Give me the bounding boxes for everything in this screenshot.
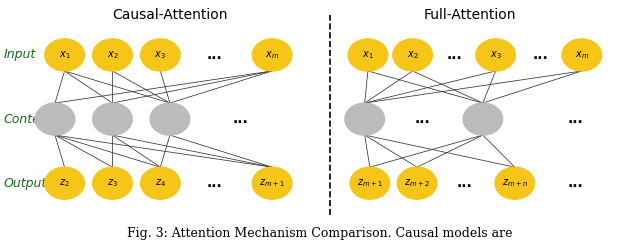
Text: $z_{m+2}$: $z_{m+2}$ [404,177,430,189]
Ellipse shape [93,167,132,199]
Text: ...: ... [207,48,223,62]
Text: Input: Input [4,48,36,62]
Ellipse shape [150,103,189,135]
Text: $z_4$: $z_4$ [155,177,166,189]
Text: ...: ... [568,112,583,126]
Text: $x_3$: $x_3$ [154,49,166,61]
Ellipse shape [393,39,433,71]
Text: Full-Attention: Full-Attention [424,8,516,22]
Text: ...: ... [207,176,223,190]
Ellipse shape [252,167,292,199]
Text: $x_3$: $x_3$ [490,49,502,61]
Text: $x_m$: $x_m$ [265,49,279,61]
Text: ...: ... [568,176,583,190]
Ellipse shape [141,39,180,71]
Text: Output: Output [4,177,47,190]
Text: $x_m$: $x_m$ [575,49,589,61]
Ellipse shape [348,39,388,71]
Text: Causal-Attention: Causal-Attention [112,8,228,22]
Text: $z_{m+n}$: $z_{m+n}$ [502,177,528,189]
Text: Context: Context [4,113,53,125]
Text: $z_{m+1}$: $z_{m+1}$ [259,177,285,189]
Ellipse shape [345,103,385,135]
Text: $z_3$: $z_3$ [107,177,118,189]
Ellipse shape [93,103,132,135]
Ellipse shape [476,39,515,71]
Ellipse shape [93,39,132,71]
Text: ...: ... [232,112,248,126]
Text: $x_2$: $x_2$ [107,49,118,61]
Ellipse shape [45,39,84,71]
Text: ...: ... [456,176,472,190]
Ellipse shape [463,103,502,135]
Text: $x_1$: $x_1$ [59,49,70,61]
Text: ...: ... [532,48,548,62]
Ellipse shape [141,167,180,199]
Text: Fig. 3: Attention Mechanism Comparison. Causal models are: Fig. 3: Attention Mechanism Comparison. … [127,227,513,240]
Ellipse shape [397,167,437,199]
Text: ...: ... [446,48,462,62]
Text: $z_{m+1}$: $z_{m+1}$ [357,177,383,189]
Text: ...: ... [414,112,430,126]
Ellipse shape [45,167,84,199]
Ellipse shape [350,167,390,199]
Ellipse shape [252,39,292,71]
Ellipse shape [495,167,534,199]
Text: $x_2$: $x_2$ [407,49,419,61]
Ellipse shape [562,39,602,71]
Ellipse shape [35,103,75,135]
Text: $z_2$: $z_2$ [60,177,70,189]
Text: $x_1$: $x_1$ [362,49,374,61]
